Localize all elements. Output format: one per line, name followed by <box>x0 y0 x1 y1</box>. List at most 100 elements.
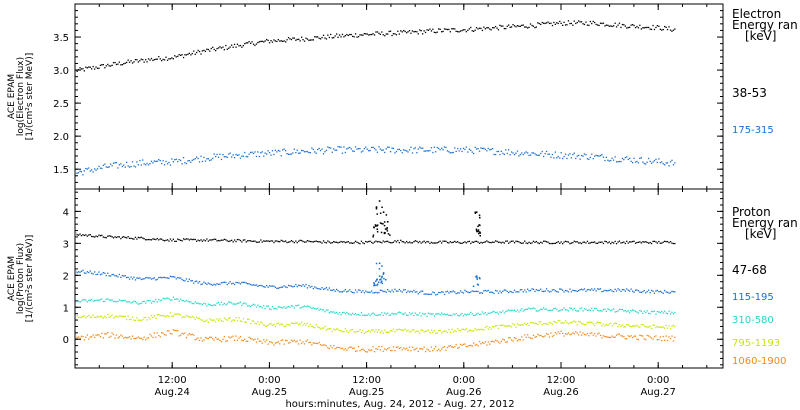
data-point <box>213 339 215 341</box>
data-point <box>175 56 177 58</box>
data-point <box>655 326 657 329</box>
data-point <box>104 236 106 239</box>
data-point <box>557 291 559 293</box>
data-point <box>492 291 494 294</box>
data-point <box>475 27 478 29</box>
data-point <box>295 322 297 324</box>
data-point <box>280 339 282 342</box>
data-point <box>318 241 320 243</box>
data-point <box>392 313 395 315</box>
data-point <box>608 160 610 162</box>
data-point <box>111 64 113 66</box>
data-point <box>446 346 449 349</box>
data-point <box>591 288 593 290</box>
data-point <box>254 322 256 324</box>
data-point <box>671 325 673 327</box>
data-point <box>505 341 507 343</box>
data-point <box>110 65 112 67</box>
data-point <box>198 339 201 341</box>
data-point <box>197 317 199 320</box>
data-point <box>86 235 88 237</box>
data-point <box>642 323 644 326</box>
data-point <box>516 309 519 311</box>
data-point <box>578 242 580 244</box>
y-tick-label: 3 <box>63 239 69 250</box>
data-point <box>438 348 440 350</box>
data-point <box>505 325 507 328</box>
data-point <box>474 328 476 330</box>
data-point <box>247 283 249 285</box>
data-point <box>155 336 157 338</box>
data-point <box>599 334 602 336</box>
data-point <box>553 334 555 337</box>
data-point <box>640 335 642 337</box>
data-point <box>347 241 349 243</box>
data-point <box>661 340 663 342</box>
data-point <box>343 146 345 148</box>
data-point <box>136 337 138 339</box>
data-point <box>664 339 666 341</box>
data-point <box>261 151 263 153</box>
data-point <box>570 22 572 25</box>
data-point <box>279 150 281 152</box>
data-point <box>496 311 498 313</box>
data-point <box>226 48 228 50</box>
data-point <box>486 240 488 242</box>
data-point <box>185 238 188 240</box>
data-point <box>484 326 486 329</box>
data-point <box>79 301 81 303</box>
data-point <box>123 337 125 339</box>
data-point <box>101 332 103 335</box>
data-point <box>267 39 269 42</box>
data-point <box>295 305 297 307</box>
data-point <box>194 238 196 241</box>
data-point <box>117 236 119 238</box>
data-point <box>623 310 625 312</box>
data-point <box>121 300 123 302</box>
data-point <box>652 240 654 243</box>
data-point <box>518 25 520 27</box>
data-point <box>605 336 607 338</box>
y-axis-label-line: ACE EPAM <box>7 256 17 301</box>
data-point <box>468 313 470 315</box>
data-point <box>659 290 661 292</box>
data-point <box>572 153 574 156</box>
data-point <box>226 156 228 159</box>
data-point <box>465 290 467 293</box>
data-point <box>357 345 360 348</box>
data-point <box>563 291 565 293</box>
data-point <box>271 240 274 242</box>
data-point <box>267 343 269 345</box>
data-point <box>432 331 434 333</box>
data-point <box>566 290 568 292</box>
data-point <box>538 289 540 292</box>
data-point <box>309 240 311 243</box>
data-point <box>110 235 112 237</box>
data-point <box>353 242 355 244</box>
data-point <box>461 291 463 293</box>
data-point <box>83 234 85 237</box>
data-point <box>480 313 482 315</box>
data-point <box>499 24 501 26</box>
data-point <box>248 336 250 339</box>
data-point <box>222 304 224 306</box>
data-point <box>441 242 443 244</box>
data-point <box>597 155 599 157</box>
data-point <box>96 273 99 275</box>
data-point <box>378 346 380 348</box>
data-point <box>634 335 637 337</box>
data-point <box>648 26 650 29</box>
data-point <box>427 241 430 243</box>
data-point <box>435 346 437 348</box>
data-point <box>436 313 438 315</box>
data-point <box>661 29 663 31</box>
data-point <box>219 283 221 285</box>
data-point <box>403 347 405 349</box>
data-point <box>372 242 374 244</box>
data-point <box>95 273 97 276</box>
data-point <box>99 64 102 66</box>
data-point <box>665 162 667 164</box>
data-point <box>442 240 444 242</box>
data-point <box>579 331 581 333</box>
data-point <box>548 321 551 324</box>
